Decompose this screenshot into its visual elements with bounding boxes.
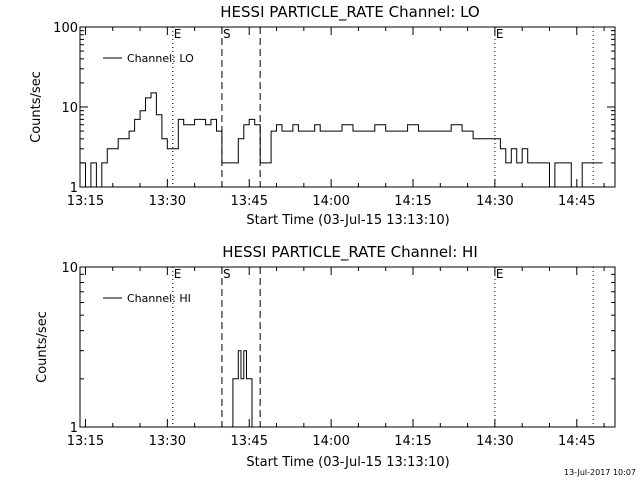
hi-y-axis-label: Counts/sec bbox=[35, 311, 50, 383]
lo-y-tick-label: 10 bbox=[61, 101, 78, 116]
hi-legend: Channel: HI bbox=[103, 292, 191, 305]
lo-y-tick-label: 100 bbox=[53, 21, 78, 36]
hi-channel-panel: HESSI PARTICLE_RATE Channel: HI Counts/s… bbox=[35, 243, 616, 470]
hi-chart-title: HESSI PARTICLE_RATE Channel: HI bbox=[222, 243, 478, 262]
hi-plot-frame bbox=[79, 266, 616, 428]
lo-x-tick-label: 14:15 bbox=[394, 194, 431, 209]
hi-x-tick-label: 14:00 bbox=[312, 434, 349, 449]
lo-x-tick-label: 13:15 bbox=[67, 194, 104, 209]
hi-x-tick-label: 13:30 bbox=[149, 434, 186, 449]
lo-x-axis-label: Start Time (03-Jul-15 13:13:10) bbox=[246, 213, 449, 228]
lo-x-tick-label: 14:30 bbox=[476, 194, 513, 209]
hi-y-tick-label: 1 bbox=[70, 421, 78, 436]
hi-legend-label: Channel: HI bbox=[127, 292, 191, 305]
lo-legend: Channel: LO bbox=[103, 52, 194, 65]
lo-y-axis-label: Counts/sec bbox=[29, 71, 44, 143]
lo-legend-label: Channel: LO bbox=[127, 52, 194, 65]
hi-event-marker-label: E bbox=[496, 267, 504, 281]
lo-y-tick-label: 1 bbox=[70, 181, 78, 196]
lo-x-tick-label: 14:45 bbox=[558, 194, 595, 209]
hi-x-tick-label: 14:15 bbox=[394, 434, 431, 449]
lo-series bbox=[80, 92, 603, 188]
lo-event-marker-label: E bbox=[496, 27, 504, 41]
lo-chart-title: HESSI PARTICLE_RATE Channel: LO bbox=[220, 3, 479, 22]
lo-series-line bbox=[80, 92, 603, 188]
hi-x-tick-label: 13:15 bbox=[67, 434, 104, 449]
lo-x-tick-label: 13:45 bbox=[231, 194, 268, 209]
hi-event-marker-label: E bbox=[174, 267, 182, 281]
hi-ticks: 13:15 13:30 13:45 14:00 14:15 14:30 14:45 1 10 bbox=[61, 261, 615, 449]
lo-ticks: 13:15 13:30 13:45 14:00 14:15 14:30 14:45 1 10 10… bbox=[53, 21, 615, 209]
hi-x-tick-label: 14:45 bbox=[558, 434, 595, 449]
hi-x-tick-label: 13:45 bbox=[231, 434, 268, 449]
hi-event-marker-label: S bbox=[223, 267, 231, 281]
lo-x-tick-label: 13:30 bbox=[149, 194, 186, 209]
hi-y-tick-label: 10 bbox=[61, 261, 78, 276]
hi-series-line bbox=[227, 350, 259, 428]
lo-x-tick-label: 14:00 bbox=[312, 194, 349, 209]
lo-event-marker-label: S bbox=[223, 27, 231, 41]
footer-timestamp: 13-Jul-2017 10:07 bbox=[564, 468, 636, 477]
lo-event-marker-label: E bbox=[174, 27, 182, 41]
hi-series bbox=[227, 350, 259, 428]
hi-x-tick-label: 14:30 bbox=[476, 434, 513, 449]
hi-x-axis-label: Start Time (03-Jul-15 13:13:10) bbox=[246, 455, 449, 470]
lo-channel-panel: HESSI PARTICLE_RATE Channel: LO Counts/s… bbox=[29, 3, 616, 228]
